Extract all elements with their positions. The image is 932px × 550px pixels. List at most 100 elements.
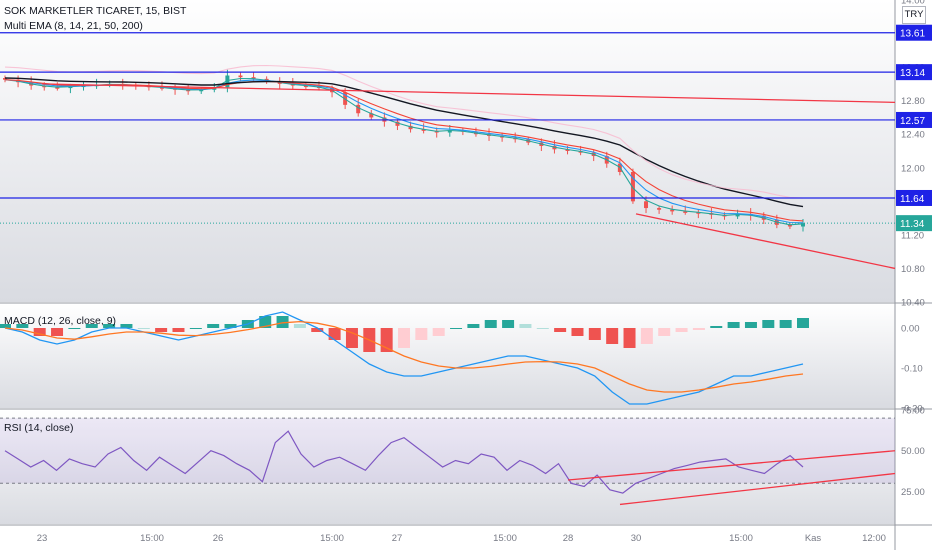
macd-histogram-bar: [744, 322, 757, 328]
price-tick-label: 10.40: [901, 298, 925, 309]
time-tick-label: 26: [213, 533, 224, 544]
candle-body: [395, 121, 400, 126]
candle-body: [238, 75, 243, 78]
ema-indicator-label[interactable]: Multi EMA (8, 14, 21, 50, 200): [4, 20, 143, 32]
macd-histogram-bar: [51, 328, 64, 336]
macd-indicator-label[interactable]: MACD (12, 26, close, 9): [4, 315, 117, 327]
candle-body: [186, 89, 191, 92]
ema-line-50: [4, 77, 804, 208]
macd-histogram-bar: [259, 316, 272, 328]
time-tick-label: 15:00: [493, 533, 517, 544]
level-price-badge: [896, 24, 932, 41]
level-price-label: 11.64: [900, 194, 925, 205]
macd-histogram-bar: [33, 328, 46, 336]
macd-line-0: [4, 311, 804, 405]
macd-histogram-bar: [658, 328, 671, 336]
time-tick-label: 30: [631, 533, 642, 544]
macd-histogram-bar: [675, 328, 688, 332]
price-tick-label: 11.20: [901, 230, 924, 241]
price-tick-label: 14.00: [901, 0, 925, 7]
macd-histogram-bar: [311, 328, 324, 332]
macd-histogram-bar: [502, 320, 515, 328]
macd-histogram-bar: [467, 324, 480, 328]
candle-body: [356, 104, 361, 114]
time-tick-label: 15:00: [729, 533, 753, 544]
macd-histogram-bar: [692, 328, 705, 330]
candle-body: [683, 211, 688, 213]
candle-body: [408, 125, 413, 130]
macd-histogram-bar: [189, 328, 202, 329]
macd-histogram-bar: [68, 328, 81, 329]
time-tick-label: Kas: [805, 533, 822, 544]
candle-body: [670, 209, 675, 212]
macd-histogram-bar: [103, 324, 116, 328]
candle-body: [159, 87, 164, 89]
level-price-label: 13.61: [900, 29, 925, 40]
macd-histogram-bar: [432, 328, 445, 336]
macd-histogram-bar: [415, 328, 428, 340]
candle-body: [225, 75, 230, 88]
candle-body: [421, 129, 426, 131]
rsi-tick-label: 50.00: [901, 446, 925, 457]
macd-tick-label: -0.10: [901, 364, 923, 375]
macd-histogram-bar: [588, 328, 601, 340]
rsi-indicator-label[interactable]: RSI (14, close): [4, 422, 74, 434]
macd-histogram-bar: [519, 324, 532, 328]
macd-histogram-bar: [137, 328, 150, 329]
macd-histogram-bar: [224, 324, 237, 328]
macd-histogram-bar: [762, 320, 775, 328]
macd-histogram-bar: [727, 322, 740, 328]
candle-body: [251, 77, 256, 79]
macd-histogram-bar: [640, 328, 653, 344]
level-price-badge: [896, 111, 932, 128]
price-tick-label: 12.40: [901, 130, 925, 141]
price-tick-label: 10.80: [901, 264, 925, 275]
level-price-badge: [896, 64, 932, 81]
macd-histogram-bar: [293, 324, 306, 328]
price-tick-label: 12.00: [901, 163, 925, 174]
macd-histogram-bar: [797, 318, 809, 328]
macd-histogram-bar: [398, 328, 410, 348]
candle-body: [199, 89, 204, 92]
rsi-band: [0, 418, 895, 484]
level-price-label: 12.57: [900, 116, 925, 127]
candle-body: [657, 208, 662, 210]
candle-body: [696, 212, 701, 214]
candle-body: [369, 113, 374, 118]
candle-body: [644, 201, 649, 209]
macd-histogram-bar: [606, 328, 619, 344]
ema-line-200: [4, 64, 804, 199]
last-price-label: 11.34: [900, 219, 925, 230]
rsi-trendline: [619, 472, 896, 506]
price-pane-background: [0, 0, 895, 302]
macd-histogram-bar: [554, 328, 567, 332]
macd-histogram-bar: [571, 328, 584, 336]
macd-tick-label: -0.20: [901, 404, 923, 415]
ema-line-21: [4, 79, 804, 222]
rsi-tick-label: 75.00: [901, 406, 925, 417]
last-price-badge: [896, 215, 932, 232]
macd-histogram-bar: [484, 320, 497, 328]
currency-badge[interactable]: TRY: [902, 6, 926, 24]
macd-pane-background: [0, 304, 895, 408]
macd-histogram-bar: [623, 328, 636, 348]
macd-histogram-bar: [450, 328, 463, 329]
macd-histogram-bar: [207, 324, 220, 328]
level-price-badge: [896, 189, 932, 206]
time-tick-label: 23: [37, 533, 48, 544]
symbol-title: SOK MARKETLER TICARET, 15, BIST: [4, 5, 187, 17]
candle-body: [787, 224, 792, 227]
candle-body: [303, 85, 308, 88]
candle-body: [55, 87, 60, 89]
candle-body: [565, 149, 570, 151]
macd-histogram-bar: [328, 328, 341, 340]
macd-histogram-bar: [779, 320, 792, 328]
macd-histogram-bar: [16, 324, 29, 328]
candle-body: [801, 223, 805, 227]
price-trendline: [41, 83, 896, 103]
rsi-tick-label: 25.00: [901, 487, 925, 498]
macd-histogram-bar: [155, 328, 168, 332]
macd-histogram-bar: [536, 328, 549, 329]
candle-body: [3, 78, 7, 80]
